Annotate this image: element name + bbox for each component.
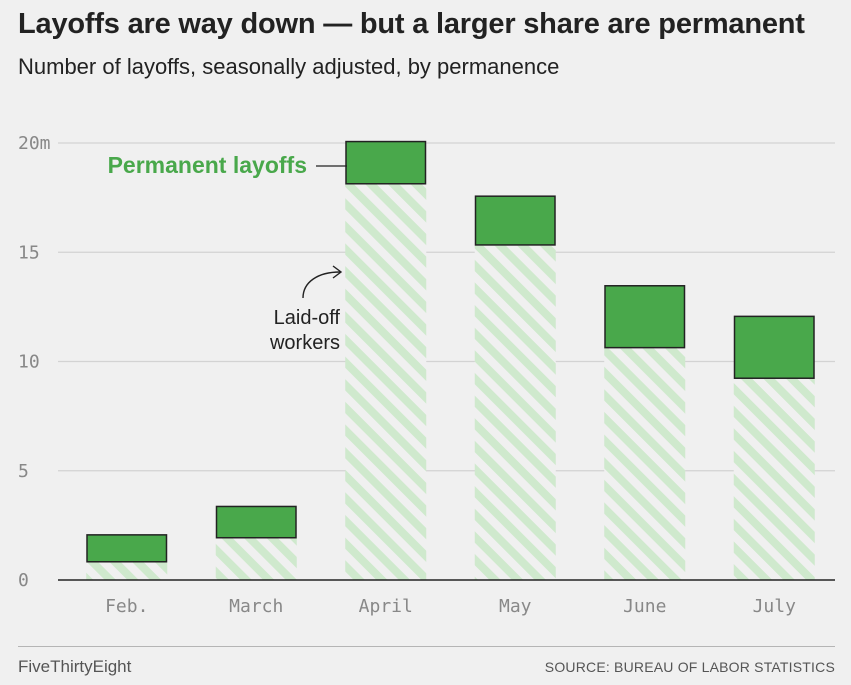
permanent-layoffs-bar [215, 505, 297, 539]
laid-off-bar [86, 562, 168, 580]
permanent-layoffs-bar [474, 195, 556, 246]
permanent-layoffs-label: Permanent layoffs [108, 152, 307, 178]
y-tick-label: 20m [18, 133, 51, 154]
footer-divider [18, 646, 835, 647]
laid-off-label-line1: Laid-off [274, 307, 341, 329]
y-tick-label: 10 [18, 352, 40, 373]
laid-off-bar [733, 378, 815, 580]
arrow-head-icon [332, 265, 343, 279]
x-tick-label: March [229, 596, 283, 617]
permanent-layoffs-bar [345, 140, 427, 185]
laid-off-bar [345, 184, 427, 580]
permanent-layoffs-bar [86, 534, 168, 563]
annotations: Permanent layoffs Laid-off workers [108, 152, 347, 354]
chart-subtitle: Number of layoffs, seasonally adjusted, … [18, 54, 560, 79]
laid-off-label-line2: workers [269, 332, 340, 354]
laid-off-bar [215, 538, 297, 580]
x-tick-label: Feb. [105, 596, 148, 617]
y-tick-label: 15 [18, 242, 40, 263]
y-tick-label: 5 [18, 461, 29, 482]
laid-off-bar [474, 245, 556, 580]
x-tick-label: April [359, 596, 413, 617]
laid-off-arrow-curve [302, 271, 341, 299]
x-tick-label: June [623, 596, 666, 617]
laid-off-bar [604, 348, 686, 580]
x-tick-label: July [753, 596, 797, 617]
bar-chart: 0 5 10 15 20m Feb. March April May June July Perma… [18, 133, 835, 617]
x-tick-label: May [499, 596, 532, 617]
grid-lines [58, 142, 835, 472]
bars [86, 140, 815, 580]
source-note: SOURCE: BUREAU OF LABOR STATISTICS [544, 659, 835, 675]
permanent-layoffs-bar [733, 315, 815, 379]
permanent-layoffs-bar [604, 285, 686, 349]
chart-title: Layoffs are way down — but a larger shar… [18, 8, 805, 40]
y-tick-label: 0 [18, 570, 29, 591]
axis: 0 5 10 15 20m Feb. March April May June July [18, 133, 835, 617]
brand-logo-text[interactable]: FiveThirtyEight [18, 657, 132, 676]
